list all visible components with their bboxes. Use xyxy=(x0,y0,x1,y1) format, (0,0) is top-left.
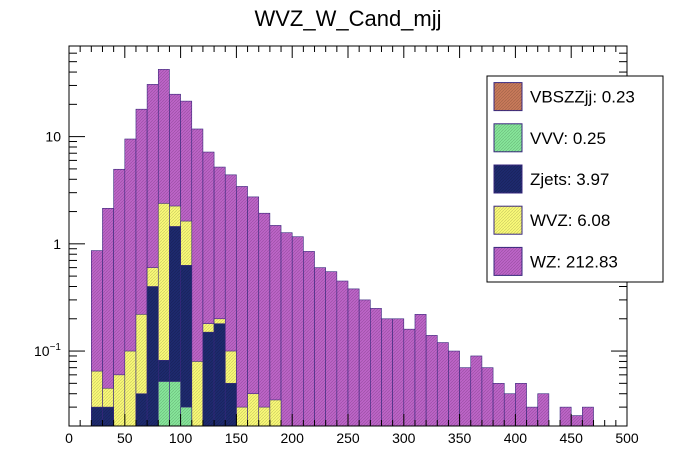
bar-hatch xyxy=(214,167,226,426)
x-tick-label: 500 xyxy=(615,430,639,446)
bar-hatch xyxy=(269,399,282,426)
bar-hatch xyxy=(258,407,270,426)
x-tick-label: 300 xyxy=(392,430,416,446)
legend-label-vvv: VVV: 0.25 xyxy=(530,129,606,148)
bar-hatch xyxy=(303,251,315,426)
bar-hatch xyxy=(169,226,181,426)
bar-hatch xyxy=(113,169,125,426)
bar-hatch xyxy=(225,174,237,426)
bar-hatch xyxy=(91,407,103,426)
bar-hatch xyxy=(191,128,203,426)
bar-hatch xyxy=(236,186,248,426)
stacked-bars xyxy=(91,69,594,427)
bar-hatch xyxy=(225,383,237,426)
bar-hatch xyxy=(158,203,170,426)
bar-hatch xyxy=(91,371,103,426)
legend-label-wvz: WVZ: 6.08 xyxy=(530,211,610,230)
bar-hatch xyxy=(191,361,203,426)
axes: 0 50 100 150 200 250 300 350 400 450 500 10−1 1 10 xyxy=(34,45,639,446)
legend-swatch-hatch xyxy=(494,165,522,193)
bar-hatch xyxy=(448,351,460,426)
legend-swatch-hatch xyxy=(494,82,522,111)
bar-hatch xyxy=(180,265,192,426)
legend-label-wz: WZ: 212.83 xyxy=(530,252,618,271)
bar-hatch xyxy=(247,393,259,426)
bar-hatch xyxy=(515,383,527,426)
bar-hatch xyxy=(414,314,427,426)
bar-hatch xyxy=(560,407,572,426)
bar-hatch xyxy=(158,381,170,426)
bar-hatch xyxy=(102,208,114,426)
bar-hatch xyxy=(236,407,248,426)
bar-hatch xyxy=(571,415,583,426)
bar-hatch xyxy=(325,271,337,426)
bar-hatch xyxy=(202,332,215,426)
bar-hatch xyxy=(247,196,259,426)
bar-hatch xyxy=(147,286,159,426)
x-tick-label: 350 xyxy=(448,430,472,446)
bar-hatch xyxy=(91,250,103,426)
bar-hatch xyxy=(437,342,449,426)
bar-hatch xyxy=(481,367,494,426)
bar-hatch xyxy=(426,335,438,426)
bar-hatch xyxy=(470,355,482,426)
bar-hatch xyxy=(348,288,360,426)
y-tick-label: 10 xyxy=(45,129,61,145)
legend-label-zjets: Zjets: 3.97 xyxy=(530,170,609,189)
bar-hatch xyxy=(135,393,148,426)
x-tick-label: 200 xyxy=(281,430,305,446)
bar-hatch xyxy=(124,351,136,426)
bar-hatch xyxy=(202,152,215,426)
bar-hatch xyxy=(169,381,181,426)
bar-hatch xyxy=(147,84,159,426)
bar-hatch xyxy=(281,232,293,426)
bar-hatch xyxy=(526,407,538,426)
y-tick-label: 10−1 xyxy=(34,342,61,359)
legend: VBSZZjj: 0.23 VVV: 0.25 Zjets: 3.97 WVZ: 6.… xyxy=(486,75,664,283)
bar-hatch xyxy=(135,314,148,426)
y-tick-label: 1 xyxy=(53,236,61,252)
bar-hatch xyxy=(459,367,471,426)
bar-hatch xyxy=(537,393,549,426)
bar-hatch xyxy=(359,299,371,426)
x-tick-label: 150 xyxy=(225,430,249,446)
legend-swatch-hatch xyxy=(494,123,522,152)
legend-swatch-hatch xyxy=(494,247,522,276)
bar-hatch xyxy=(582,407,594,426)
bar-hatch xyxy=(214,323,226,426)
bar-hatch xyxy=(504,393,516,426)
bar-hatch xyxy=(392,318,404,426)
x-tick-label: 50 xyxy=(117,430,133,446)
bar-hatch xyxy=(124,139,136,427)
legend-swatch-hatch xyxy=(494,206,522,235)
x-tick-label: 400 xyxy=(504,430,528,446)
chart-title: WVZ_W_Cand_mjj xyxy=(254,6,441,31)
x-tick-label: 0 xyxy=(65,430,73,446)
bar-hatch xyxy=(258,213,270,426)
bar-hatch xyxy=(381,318,393,426)
bar-hatch xyxy=(370,308,382,426)
bar-hatch xyxy=(403,329,415,426)
bar-hatch xyxy=(113,374,125,426)
bar-hatch xyxy=(314,267,326,426)
bar-hatch xyxy=(292,236,304,426)
x-tick-label: 100 xyxy=(169,430,193,446)
x-tick-label: 250 xyxy=(336,430,360,446)
bar-hatch xyxy=(135,109,148,426)
x-tick-label: 450 xyxy=(560,430,584,446)
bar-hatch xyxy=(102,407,114,426)
bar-hatch xyxy=(493,383,505,426)
bar-hatch xyxy=(336,281,348,426)
bar-hatch xyxy=(180,407,192,426)
legend-label-vbszzjj: VBSZZjj: 0.23 xyxy=(530,88,635,107)
bar-hatch xyxy=(269,225,282,426)
